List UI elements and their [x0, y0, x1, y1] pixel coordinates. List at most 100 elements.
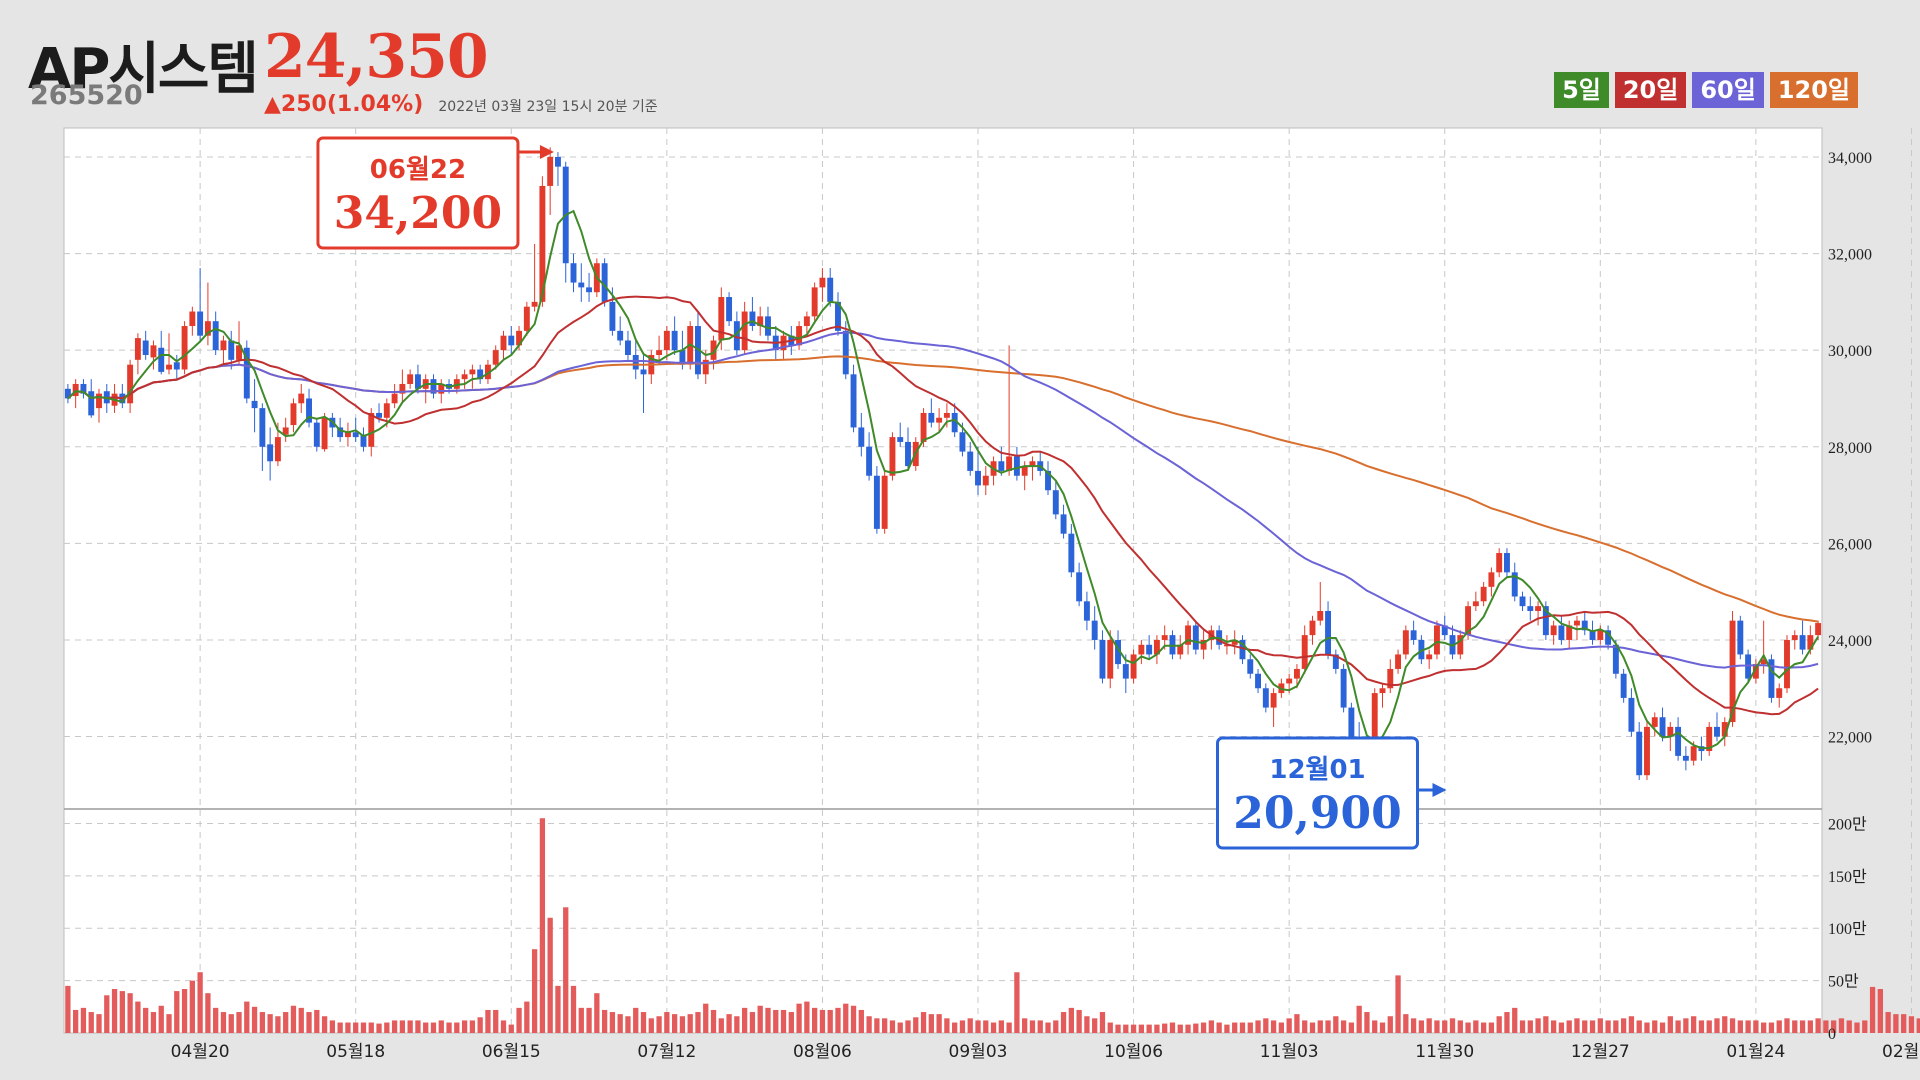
candle-body	[1231, 639, 1238, 645]
candle-body	[718, 297, 725, 341]
candle-body	[1177, 644, 1184, 655]
volume-bar	[1037, 1020, 1043, 1033]
volume-bar	[1512, 1007, 1518, 1033]
volume-bar	[1628, 1016, 1635, 1033]
volume-bar	[1753, 1020, 1759, 1033]
volume-bar	[664, 1012, 670, 1033]
candle-body	[1021, 466, 1028, 476]
volume-bar	[1107, 1022, 1113, 1033]
price-tick-label: 34,000	[1828, 150, 1872, 167]
volume-bar	[244, 1001, 250, 1033]
volume-bar	[119, 991, 125, 1033]
volume-bar	[679, 1016, 686, 1033]
date-tick-label: 05월18	[326, 1042, 385, 1062]
volume-bar	[251, 1006, 258, 1033]
volume-bar	[1597, 1018, 1603, 1033]
candle-body	[1480, 586, 1487, 602]
candle-body	[531, 301, 538, 307]
candle-body	[298, 393, 305, 404]
price-tick-label: 22,000	[1828, 730, 1872, 747]
candle-body	[1169, 635, 1176, 655]
volume-bar	[578, 1007, 584, 1033]
volume-bar	[1115, 1024, 1121, 1033]
candle-body	[1675, 726, 1682, 756]
candle-body	[321, 417, 328, 450]
volume-bar	[1620, 1018, 1627, 1033]
volume-bar	[220, 1012, 227, 1033]
candle-body	[64, 388, 71, 399]
ma-60-badge[interactable]: 60일	[1692, 72, 1764, 108]
volume-bar	[594, 993, 600, 1033]
candle-body	[376, 412, 382, 418]
ma-legend: 5일 20일 60일 120일	[1554, 72, 1858, 108]
candle-body	[811, 287, 818, 317]
volume-bar	[1426, 1018, 1432, 1033]
candle-body	[1644, 726, 1650, 776]
volume-bar	[804, 1001, 810, 1033]
candle-body	[858, 427, 865, 447]
candle-body	[1745, 654, 1752, 679]
volume-bar	[1831, 1020, 1837, 1033]
candle-body	[158, 347, 165, 372]
volume-bar	[1418, 1020, 1425, 1033]
candle-body	[1519, 596, 1526, 607]
ma-5-badge[interactable]: 5일	[1554, 72, 1609, 108]
volume-bar	[446, 1022, 452, 1033]
candle-body	[982, 475, 989, 486]
candle-body	[1029, 461, 1036, 467]
candle-body	[1706, 726, 1713, 752]
volume-bar	[1737, 1020, 1743, 1033]
candle-body	[1581, 620, 1588, 631]
date-tick-label: 08월06	[793, 1042, 852, 1062]
candle-body	[1589, 630, 1596, 640]
volume-bar	[780, 1009, 787, 1033]
candle-body	[1457, 635, 1464, 655]
volume-bar	[1379, 1022, 1386, 1033]
candle-body	[733, 321, 740, 351]
volume-bar	[1636, 1020, 1642, 1033]
volume-bar	[1177, 1024, 1183, 1033]
volume-bar	[1294, 1014, 1300, 1033]
candle-body	[1045, 470, 1051, 491]
candle-body	[1636, 731, 1643, 776]
candle-body	[656, 350, 663, 355]
volume-bar	[360, 1022, 367, 1033]
candle-body	[1013, 456, 1020, 476]
as-of-timestamp: 2022년 03월 23일 15시 20분 기준	[438, 99, 658, 115]
volume-bar	[897, 1022, 903, 1033]
candle-body	[671, 330, 678, 351]
candle-body	[1426, 654, 1433, 660]
volume-bar	[500, 1020, 507, 1033]
candle-body	[96, 393, 102, 409]
stock-code: 265520	[30, 80, 143, 111]
candle-body	[197, 311, 204, 336]
ma-120-badge[interactable]: 120일	[1769, 72, 1858, 108]
candle-body	[586, 287, 593, 293]
volume-bar	[524, 1001, 530, 1033]
volume-bar	[1239, 1022, 1246, 1033]
candle-body	[484, 364, 491, 380]
volume-bar	[1691, 1016, 1697, 1033]
candle-body	[796, 326, 803, 346]
candle-body	[1387, 668, 1394, 689]
volume-bar	[1784, 1018, 1790, 1033]
candle-body	[1309, 620, 1316, 636]
volume-bar	[1729, 1018, 1736, 1033]
price-tick-label: 30,000	[1828, 343, 1872, 360]
volume-bar	[1799, 1020, 1806, 1033]
volume-bar	[1893, 1014, 1899, 1033]
price-tick-label: 24,000	[1828, 633, 1872, 650]
volume-bar	[1869, 986, 1876, 1033]
candle-body	[578, 282, 585, 288]
ma-20-badge[interactable]: 20일	[1614, 72, 1687, 108]
volume-tick-label: 100만	[1828, 920, 1867, 938]
volume-bar	[1286, 1018, 1292, 1033]
candle-body	[267, 444, 274, 462]
candle-body	[1768, 659, 1775, 698]
candle-body	[1325, 610, 1332, 655]
candle-body	[1605, 630, 1612, 645]
volume-bar	[1761, 1022, 1767, 1033]
volume-bar	[127, 993, 133, 1033]
